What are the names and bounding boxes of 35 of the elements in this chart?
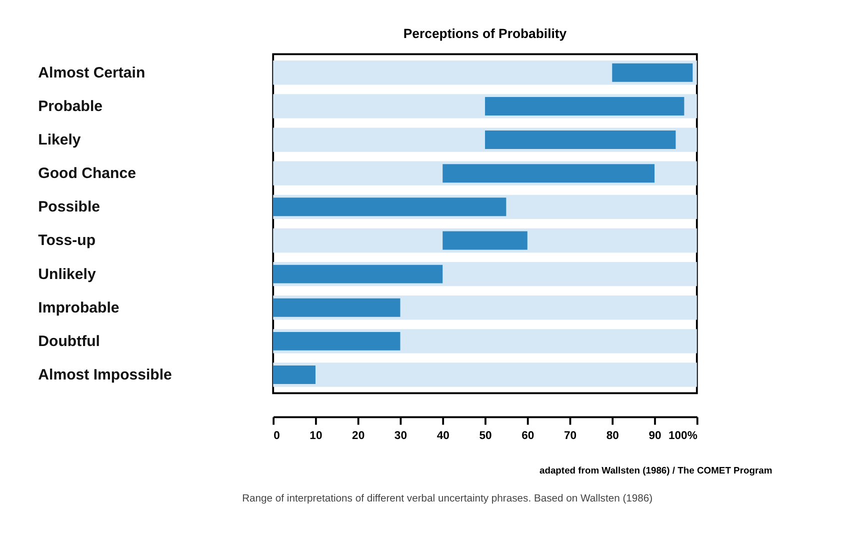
- x-tick-label: 90: [648, 430, 662, 442]
- x-tick-label: 50: [479, 430, 492, 442]
- y-tick-label: Improbable: [38, 299, 120, 316]
- bar: [273, 362, 697, 387]
- text: adapted from Wallsten (1986) / The COMET Program: [539, 464, 772, 476]
- chart-title: Perceptions of Probability: [403, 26, 568, 42]
- x-tick-label: 20: [352, 430, 365, 442]
- bar: [442, 231, 528, 250]
- x-tick-label: 100%: [668, 430, 698, 442]
- bar: [273, 366, 316, 384]
- x-tick-label: 10: [310, 430, 322, 442]
- x-tick-label: 80: [606, 430, 619, 442]
- y-tick-label: Almost Certain: [38, 64, 146, 82]
- text: Range of interpretations of different verbal uncertainty phrases. Based on Wallsten (1986): [242, 494, 653, 505]
- x-tick-label: 0: [274, 430, 280, 442]
- x-tick-label: 60: [522, 430, 534, 442]
- y-tick-label: Possible: [38, 198, 100, 216]
- y-tick-label: Probable: [38, 98, 103, 115]
- bar: [612, 63, 693, 82]
- bar: [485, 96, 684, 116]
- bar: [485, 130, 676, 150]
- y-tick-label: Likely: [38, 131, 82, 148]
- bar: [273, 198, 506, 216]
- y-tick-label: Good Chance: [38, 165, 136, 182]
- y-tick-label: Unlikely: [38, 266, 96, 283]
- bar: [273, 298, 400, 317]
- x-tick-label: 30: [394, 430, 408, 442]
- y-tick-label: Doubtful: [38, 332, 100, 350]
- x-tick-label: 40: [436, 430, 450, 442]
- bar: [442, 164, 655, 183]
- bar: [273, 264, 443, 284]
- y-tick-label: Toss-up: [38, 232, 96, 250]
- y-tick-label: Almost Impossible: [38, 366, 172, 384]
- bar: [273, 332, 400, 350]
- x-tick-label: 70: [564, 430, 577, 442]
